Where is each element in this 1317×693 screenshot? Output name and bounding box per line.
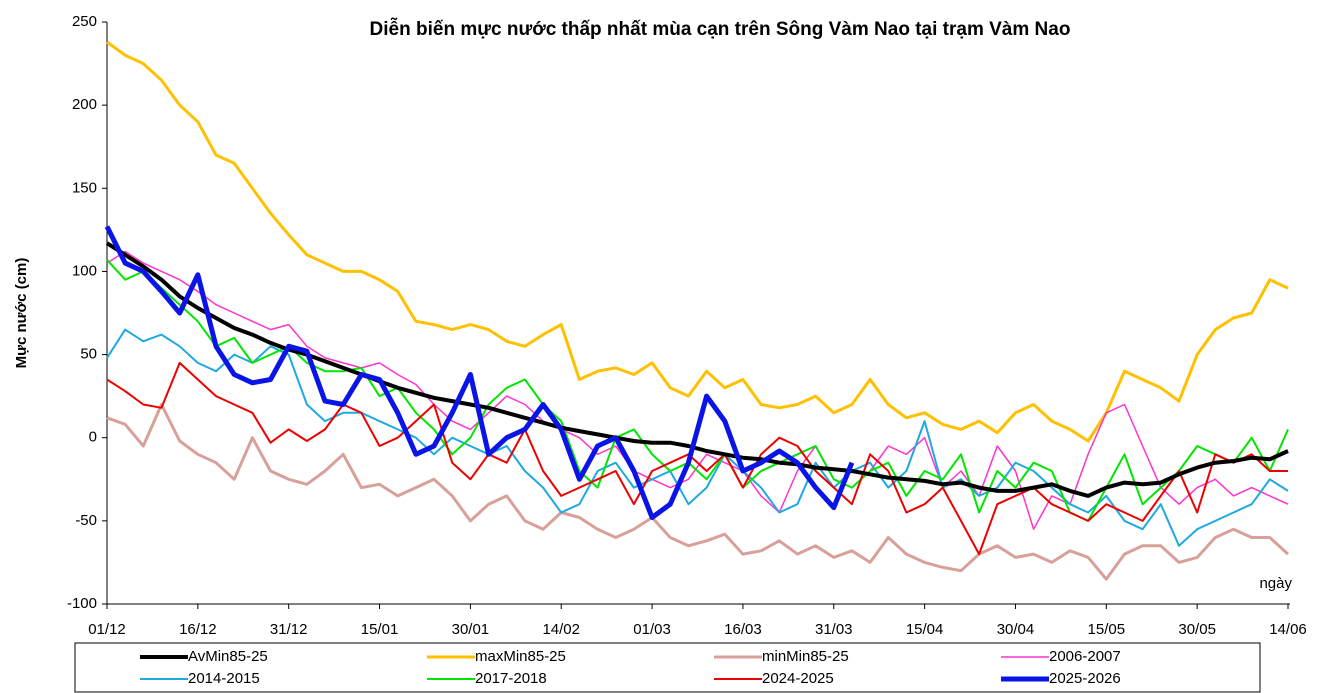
y-tick-label: 200 — [72, 96, 97, 113]
chart-title: Diễn biến mực nước thấp nhất mùa cạn trê… — [370, 18, 1071, 40]
series-line — [106, 250, 1289, 530]
x-tick-label: 16/12 — [179, 621, 217, 638]
x-tick-label: 16/03 — [724, 621, 762, 638]
x-tick-label: 14/06 — [1269, 621, 1307, 638]
x-tick-label: 01/03 — [633, 621, 671, 638]
series-line — [105, 241, 1289, 498]
legend-label: 2025-2026 — [1049, 670, 1121, 687]
x-tick-label: 14/02 — [542, 621, 580, 638]
x-axis-label: ngày — [1259, 575, 1292, 592]
x-tick-label: 15/05 — [1088, 621, 1126, 638]
legend-label: 2014-2015 — [188, 670, 260, 687]
series-line — [104, 225, 855, 520]
x-tick-label: 30/05 — [1178, 621, 1216, 638]
legend-label: 2024-2025 — [762, 670, 834, 687]
x-tick-label: 31/12 — [270, 621, 308, 638]
y-axis-label: Mực nước (cm) — [13, 258, 30, 369]
series-line — [106, 40, 1289, 443]
legend-label: minMin85-25 — [762, 648, 849, 665]
legend-label: maxMin85-25 — [475, 648, 566, 665]
x-tick-label: 30/04 — [997, 621, 1035, 638]
series-line — [106, 328, 1289, 547]
y-tick-label: -50 — [75, 512, 97, 529]
y-tick-label: -100 — [67, 595, 97, 612]
y-tick-label: 50 — [80, 346, 97, 363]
legend-box — [74, 642, 1261, 693]
x-tick-label: 31/03 — [815, 621, 853, 638]
y-tick-label: 0 — [89, 429, 97, 446]
series-line — [106, 361, 1288, 556]
y-tick-label: 150 — [72, 179, 97, 196]
x-tick-label: 30/01 — [452, 621, 490, 638]
legend-label: AvMin85-25 — [188, 648, 268, 665]
x-tick-label: 15/01 — [361, 621, 399, 638]
series-line — [106, 403, 1290, 581]
y-tick-label: 100 — [72, 262, 97, 279]
y-tick-label: 250 — [72, 13, 97, 30]
legend-label: 2017-2018 — [475, 670, 547, 687]
legend-label: 2006-2007 — [1049, 648, 1121, 665]
x-tick-label: 01/12 — [88, 621, 126, 638]
series-line — [106, 259, 1289, 522]
x-tick-label: 15/04 — [906, 621, 944, 638]
